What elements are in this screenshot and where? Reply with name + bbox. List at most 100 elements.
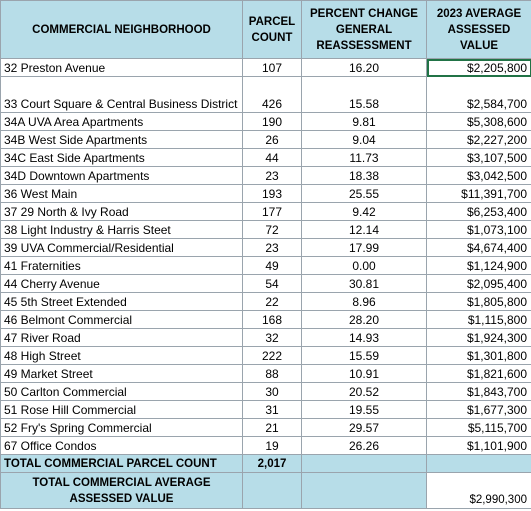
neighborhood-cell[interactable]: 37 29 North & Ivy Road xyxy=(0,202,243,221)
percent-change-cell[interactable]: 10.91 xyxy=(301,364,427,383)
neighborhood-cell[interactable]: 41 Fraternities xyxy=(0,256,243,275)
parcel-count-cell[interactable]: 72 xyxy=(242,220,302,239)
avg-value-cell[interactable]: $5,308,600 xyxy=(426,112,531,131)
neighborhood-cell[interactable]: 51 Rose Hill Commercial xyxy=(0,400,243,419)
percent-change-cell[interactable]: 9.81 xyxy=(301,112,427,131)
table-row: 67 Office Condos 19 26.26 $1,101,900 xyxy=(0,436,531,455)
avg-value-cell[interactable]: $1,805,800 xyxy=(426,292,531,311)
parcel-count-cell[interactable]: 44 xyxy=(242,148,302,167)
percent-change-cell[interactable]: 30.81 xyxy=(301,274,427,293)
neighborhood-cell[interactable]: 46 Belmont Commercial xyxy=(0,310,243,329)
avg-value-cell[interactable]: $1,124,900 xyxy=(426,256,531,275)
percent-change-cell[interactable]: 9.42 xyxy=(301,202,427,221)
parcel-count-cell[interactable]: 31 xyxy=(242,400,302,419)
parcel-count-cell[interactable]: 23 xyxy=(242,166,302,185)
percent-change-cell[interactable]: 8.96 xyxy=(301,292,427,311)
parcel-count-cell[interactable]: 190 xyxy=(242,112,302,131)
parcel-count-cell[interactable]: 426 xyxy=(242,76,302,113)
parcel-count-cell[interactable]: 22 xyxy=(242,292,302,311)
percent-change-cell[interactable]: 25.55 xyxy=(301,184,427,203)
total-parcel-blank-1[interactable] xyxy=(301,454,427,473)
neighborhood-cell[interactable]: 52 Fry's Spring Commercial xyxy=(0,418,243,437)
percent-change-cell[interactable]: 14.93 xyxy=(301,328,427,347)
neighborhood-cell[interactable]: 44 Cherry Avenue xyxy=(0,274,243,293)
parcel-count-cell[interactable]: 168 xyxy=(242,310,302,329)
neighborhood-cell[interactable]: 45 5th Street Extended xyxy=(0,292,243,311)
parcel-count-cell[interactable]: 177 xyxy=(242,202,302,221)
avg-value-cell[interactable]: $4,674,400 xyxy=(426,238,531,257)
avg-value-cell[interactable]: $6,253,400 xyxy=(426,202,531,221)
neighborhood-cell[interactable]: 32 Preston Avenue xyxy=(0,58,243,77)
percent-change-cell[interactable]: 19.55 xyxy=(301,400,427,419)
header-neighborhood[interactable]: COMMERCIAL NEIGHBORHOOD xyxy=(0,0,243,59)
percent-change-cell[interactable]: 17.99 xyxy=(301,238,427,257)
header-avg-value[interactable]: 2023 AVERAGE ASSESSED VALUE xyxy=(426,0,531,59)
parcel-count-cell[interactable]: 107 xyxy=(242,58,302,77)
total-avg-blank-1[interactable] xyxy=(242,472,302,509)
parcel-count-cell[interactable]: 32 xyxy=(242,328,302,347)
neighborhood-cell[interactable]: 39 UVA Commercial/Residential xyxy=(0,238,243,257)
parcel-count-cell[interactable]: 222 xyxy=(242,346,302,365)
neighborhood-cell[interactable]: 34B West Side Apartments xyxy=(0,130,243,149)
percent-change-cell[interactable]: 29.57 xyxy=(301,418,427,437)
parcel-count-cell[interactable]: 88 xyxy=(242,364,302,383)
avg-value-cell[interactable]: $1,843,700 xyxy=(426,382,531,401)
percent-change-cell[interactable]: 15.58 xyxy=(301,76,427,113)
percent-change-cell[interactable]: 0.00 xyxy=(301,256,427,275)
avg-value-cell[interactable]: $11,391,700 xyxy=(426,184,531,203)
percent-change-cell[interactable]: 9.04 xyxy=(301,130,427,149)
avg-value-cell[interactable]: $1,677,300 xyxy=(426,400,531,419)
neighborhood-cell[interactable]: 48 High Street xyxy=(0,346,243,365)
percent-change-cell[interactable]: 20.52 xyxy=(301,382,427,401)
neighborhood-cell[interactable]: 34D Downtown Apartments xyxy=(0,166,243,185)
avg-value-cell[interactable]: $1,073,100 xyxy=(426,220,531,239)
table-row: 41 Fraternities 49 0.00 $1,124,900 xyxy=(0,256,531,275)
table-row: 34D Downtown Apartments 23 18.38 $3,042,500 xyxy=(0,166,531,185)
total-parcel-label[interactable]: TOTAL COMMERCIAL PARCEL COUNT xyxy=(0,454,243,473)
percent-change-cell[interactable]: 11.73 xyxy=(301,148,427,167)
percent-change-cell[interactable]: 16.20 xyxy=(301,58,427,77)
avg-value-cell[interactable]: $2,584,700 xyxy=(426,76,531,113)
neighborhood-cell[interactable]: 33 Court Square & Central Business Distr… xyxy=(0,76,243,113)
parcel-count-cell[interactable]: 21 xyxy=(242,418,302,437)
avg-value-cell[interactable]: $1,924,300 xyxy=(426,328,531,347)
avg-value-cell[interactable]: $1,115,800 xyxy=(426,310,531,329)
header-percent-change[interactable]: PERCENT CHANGE GENERAL REASSESSMENT xyxy=(301,0,427,59)
total-avg-blank-2[interactable] xyxy=(301,472,427,509)
neighborhood-cell[interactable]: 34A UVA Area Apartments xyxy=(0,112,243,131)
table-row: 36 West Main 193 25.55 $11,391,700 xyxy=(0,184,531,203)
percent-change-cell[interactable]: 28.20 xyxy=(301,310,427,329)
avg-value-cell[interactable]: $2,095,400 xyxy=(426,274,531,293)
neighborhood-cell[interactable]: 50 Carlton Commercial xyxy=(0,382,243,401)
avg-value-cell[interactable]: $1,101,900 xyxy=(426,436,531,455)
percent-change-cell[interactable]: 15.59 xyxy=(301,346,427,365)
parcel-count-cell[interactable]: 23 xyxy=(242,238,302,257)
avg-value-cell[interactable]: $1,301,800 xyxy=(426,346,531,365)
total-avg-value[interactable]: $2,990,300 xyxy=(426,472,531,509)
parcel-count-cell[interactable]: 49 xyxy=(242,256,302,275)
percent-change-cell[interactable]: 26.26 xyxy=(301,436,427,455)
parcel-count-cell[interactable]: 26 xyxy=(242,130,302,149)
avg-value-cell[interactable]: $3,107,500 xyxy=(426,148,531,167)
parcel-count-cell[interactable]: 54 xyxy=(242,274,302,293)
total-parcel-value[interactable]: 2,017 xyxy=(242,454,302,473)
parcel-count-cell[interactable]: 19 xyxy=(242,436,302,455)
avg-value-cell[interactable]: $3,042,500 xyxy=(426,166,531,185)
total-parcel-blank-2[interactable] xyxy=(426,454,531,473)
parcel-count-cell[interactable]: 30 xyxy=(242,382,302,401)
avg-value-cell[interactable]: $1,821,600 xyxy=(426,364,531,383)
neighborhood-cell[interactable]: 34C East Side Apartments xyxy=(0,148,243,167)
header-parcel-count[interactable]: PARCEL COUNT xyxy=(242,0,302,59)
neighborhood-cell[interactable]: 36 West Main xyxy=(0,184,243,203)
percent-change-cell[interactable]: 12.14 xyxy=(301,220,427,239)
avg-value-cell[interactable]: $2,227,200 xyxy=(426,130,531,149)
neighborhood-cell[interactable]: 67 Office Condos xyxy=(0,436,243,455)
neighborhood-cell[interactable]: 38 Light Industry & Harris Steet xyxy=(0,220,243,239)
neighborhood-cell[interactable]: 49 Market Street xyxy=(0,364,243,383)
avg-value-cell[interactable]: $5,115,700 xyxy=(426,418,531,437)
total-avg-label[interactable]: TOTAL COMMERCIAL AVERAGE ASSESSED VALUE xyxy=(0,472,243,509)
neighborhood-cell[interactable]: 47 River Road xyxy=(0,328,243,347)
avg-value-cell[interactable]: $2,205,800 xyxy=(426,58,531,77)
percent-change-cell[interactable]: 18.38 xyxy=(301,166,427,185)
parcel-count-cell[interactable]: 193 xyxy=(242,184,302,203)
